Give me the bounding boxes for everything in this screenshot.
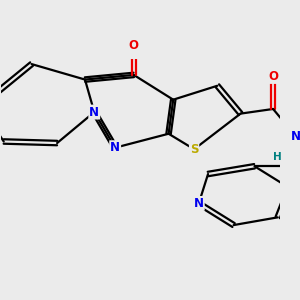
Text: S: S <box>190 143 198 156</box>
Text: H: H <box>273 152 282 162</box>
Text: O: O <box>268 70 278 83</box>
Text: N: N <box>110 141 120 154</box>
Text: N: N <box>194 197 204 210</box>
Text: N: N <box>89 106 99 118</box>
Text: N: N <box>291 130 300 143</box>
Text: O: O <box>129 39 139 52</box>
